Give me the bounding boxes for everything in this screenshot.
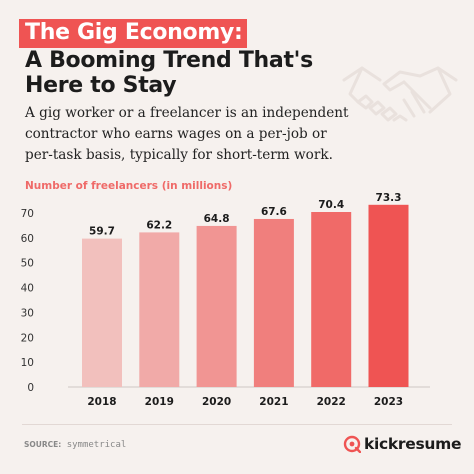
x-tick-label: 2019 [145,396,174,408]
handshake-icon [342,66,458,122]
title-line-1: The Gig Economy: [19,19,248,48]
title-line-3: Here to Stay [25,73,177,98]
kickresume-logo-icon [343,435,361,453]
y-tick-label: 0 [27,382,34,394]
bar-2022 [311,212,352,387]
description: A gig worker or a freelancer is an indep… [25,105,349,163]
footer-divider [22,424,452,425]
bar-value-label: 67.6 [261,206,287,218]
bar-2021 [253,218,294,387]
y-tick-label: 60 [21,233,34,245]
bar-2020 [196,225,237,387]
y-tick-label: 20 [21,332,34,344]
x-tick-label: 2018 [87,396,116,408]
x-tick-label: 2022 [317,396,346,408]
bar-2018 [82,238,122,387]
title-line-2: A Booming Trend That's [25,48,313,73]
source-value: symmetrical [66,440,127,450]
x-tick-label: 2020 [202,396,231,408]
bar-chart: 0 10 20 30 40 50 60 70 59.7 2018 62.2 2019 64.8 2020 6… [21,192,430,408]
chart-title: Number of freelancers (in millions) [25,180,233,192]
x-tick-label: 2021 [259,396,288,408]
bar-value-label: 59.7 [89,226,115,238]
y-tick-label: 30 [21,307,34,319]
x-tick-label: 2023 [374,396,403,408]
source-note: SOURCE: symmetrical [24,440,126,450]
brand-logo: kickresume [343,433,462,455]
bar-value-label: 64.8 [204,213,230,225]
bar-value-label: 70.4 [318,199,344,211]
bar-value-label: 62.2 [146,219,172,231]
y-tick-label: 40 [21,283,34,295]
brand-name: kickresume [364,435,462,453]
bar-2023 [368,204,409,387]
y-tick-label: 70 [21,208,34,220]
y-tick-label: 10 [21,357,34,369]
bar-2019 [139,232,180,387]
bar-value-label: 73.3 [376,192,402,204]
y-tick-label: 50 [21,258,34,270]
source-label: SOURCE: [24,440,62,449]
